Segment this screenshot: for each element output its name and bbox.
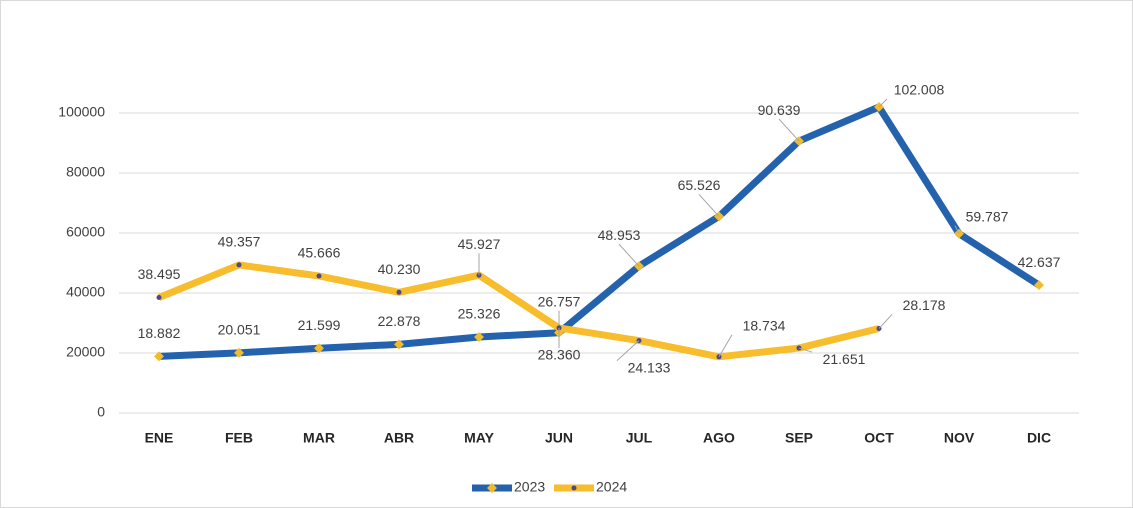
marker — [1034, 280, 1044, 291]
leader-line — [778, 118, 800, 142]
marker — [154, 351, 164, 362]
data-label: 59.787 — [966, 208, 1009, 224]
y-tick-label: 80000 — [66, 164, 105, 180]
data-label: 45.927 — [458, 236, 501, 252]
data-label: 65.526 — [678, 177, 721, 193]
data-label: 21.651 — [823, 351, 866, 367]
data-label: 38.495 — [138, 266, 181, 282]
data-label: 25.326 — [458, 306, 501, 322]
data-label: 48.953 — [598, 227, 641, 243]
y-tick-label: 40000 — [66, 284, 105, 300]
legend-marker — [487, 483, 497, 493]
x-tick-label: JUL — [626, 430, 653, 446]
data-label: 21.599 — [298, 317, 341, 333]
leader-line — [878, 314, 893, 329]
leader-line — [698, 194, 720, 217]
x-tick-label: SEP — [785, 430, 813, 446]
leader-line — [718, 334, 733, 358]
data-label: 90.639 — [758, 102, 801, 118]
data-label: 49.357 — [218, 234, 261, 250]
data-label: 102.008 — [894, 82, 945, 98]
data-label: 45.666 — [298, 245, 341, 261]
data-label: 18.734 — [743, 318, 786, 334]
marker — [396, 289, 402, 295]
marker — [234, 347, 244, 358]
x-tick-label: OCT — [864, 430, 894, 446]
x-tick-label: MAR — [303, 430, 335, 446]
x-tick-label: ABR — [384, 430, 414, 446]
x-tick-label: DIC — [1027, 430, 1051, 446]
x-tick-label: NOV — [944, 430, 975, 446]
data-label: 42.637 — [1018, 254, 1061, 270]
x-tick-label: ENE — [145, 430, 174, 446]
legend-label: 2023 — [514, 479, 545, 495]
marker — [236, 262, 242, 268]
y-tick-label: 60000 — [66, 224, 105, 240]
leader-line — [616, 340, 640, 361]
marker — [314, 343, 324, 354]
x-tick-label: FEB — [225, 430, 253, 446]
data-label: 18.882 — [138, 325, 181, 341]
marker — [156, 295, 162, 301]
legend-marker — [571, 485, 577, 491]
leader-line — [954, 225, 960, 234]
x-tick-label: AGO — [703, 430, 735, 446]
marker — [316, 273, 322, 279]
data-label: 24.133 — [628, 359, 671, 375]
line — [157, 261, 880, 361]
x-tick-label: JUN — [545, 430, 573, 446]
data-label: 28.360 — [538, 347, 581, 363]
x-tick-label: MAY — [464, 430, 494, 446]
data-label: 26.757 — [538, 293, 581, 309]
y-tick-label: 100000 — [58, 104, 105, 120]
y-tick-label: 20000 — [66, 344, 105, 360]
marker — [394, 339, 404, 350]
leader-line — [618, 243, 640, 267]
data-label: 22.878 — [378, 313, 421, 329]
data-label: 20.051 — [218, 322, 261, 338]
data-label: 28.178 — [903, 297, 946, 313]
data-label: 40.230 — [378, 261, 421, 277]
leader-line — [878, 98, 888, 108]
marker — [474, 332, 484, 342]
leader-line — [798, 347, 813, 353]
legend-label: 2024 — [596, 479, 627, 495]
line — [158, 103, 1041, 360]
y-tick-label: 0 — [97, 404, 105, 420]
